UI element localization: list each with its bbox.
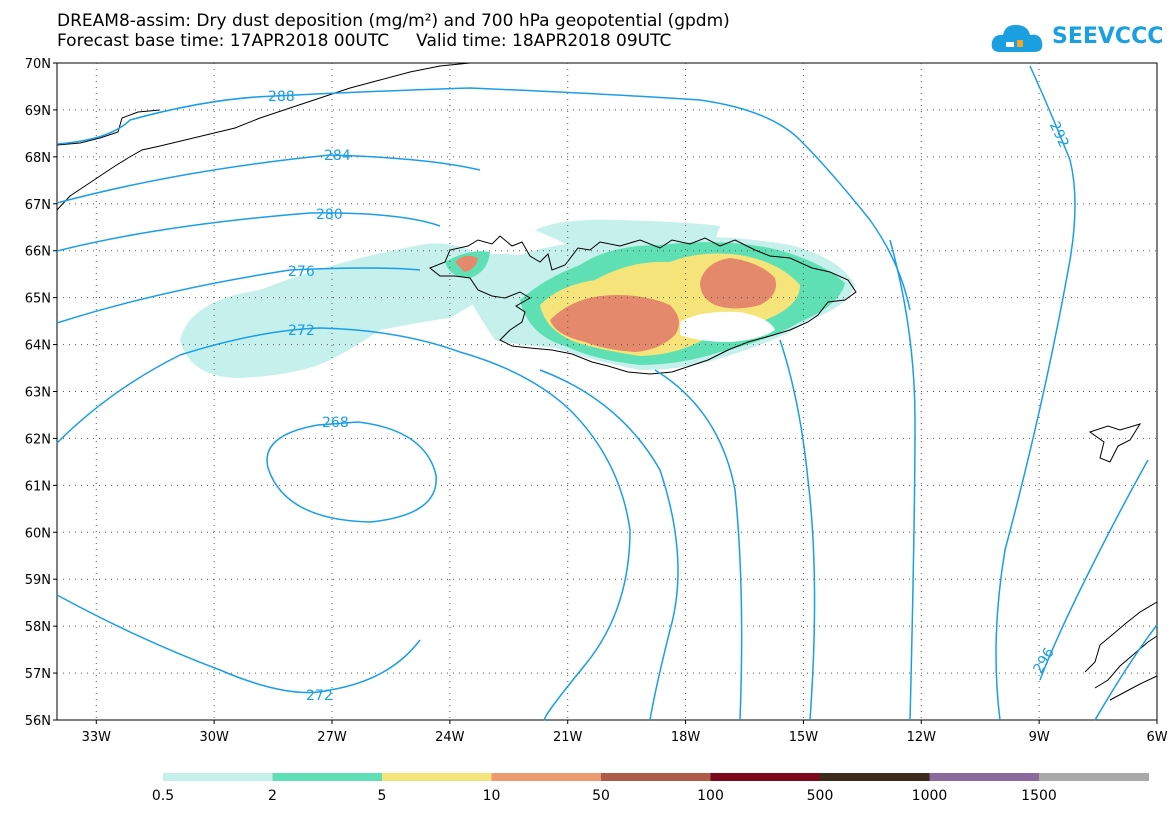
contour-284 <box>56 154 481 204</box>
contour-label-284: 284 <box>324 148 351 164</box>
colorbar-swatch <box>163 773 273 781</box>
lon-tick-label: 18W <box>671 730 701 745</box>
colorbar-swatch <box>710 773 821 781</box>
contour-300 <box>1094 624 1158 721</box>
lon-tick-label: 6W <box>1146 730 1167 745</box>
lat-tick-label: 63N <box>25 386 51 401</box>
colorbar-swatch <box>929 773 1040 781</box>
lat-tick-label: 57N <box>25 667 51 682</box>
contour-276 <box>56 267 421 324</box>
contour-layer <box>56 65 1158 721</box>
colorbar-label: 500 <box>807 788 834 804</box>
map-subtitle: Forecast base time: 17APR2018 00UTC Vali… <box>57 31 672 51</box>
dust-clear-patch <box>680 311 775 342</box>
map-title: DREAM8-assim: Dry dust deposition (mg/m²… <box>57 11 730 31</box>
map-frame <box>56 62 1158 721</box>
lat-tick-label: 60N <box>25 526 51 541</box>
contour-label-268: 268 <box>322 415 349 431</box>
logo-text: SEEVCCC <box>1052 24 1164 49</box>
iceland-coast <box>429 235 857 375</box>
contour-284-outer <box>779 339 816 721</box>
lat-tick-label: 67N <box>25 198 51 213</box>
lat-tick-label: 65N <box>25 292 51 307</box>
colorbar-swatch <box>820 773 930 781</box>
colorbar-swatch <box>491 773 602 781</box>
contour-272-south <box>56 594 421 694</box>
faroe-islands <box>1088 423 1142 463</box>
lat-tick-label: 59N <box>25 573 51 588</box>
contour-288 <box>56 87 911 311</box>
lat-tick-label: 61N <box>25 479 51 494</box>
dust-deposition-layer <box>180 219 855 378</box>
contour-268 <box>266 421 437 523</box>
contour-276-outer <box>539 369 679 721</box>
contour-label-280: 280 <box>316 207 343 223</box>
colorbar-label: 100 <box>697 788 724 804</box>
coastline-layer <box>56 62 1158 701</box>
contour-296 <box>1039 459 1149 681</box>
contour-288-outer <box>889 239 916 721</box>
contour-label-288: 288 <box>268 89 295 105</box>
lat-tick-label: 56N <box>25 714 51 729</box>
lat-tick-label: 68N <box>25 151 51 166</box>
norway-coast <box>1084 601 1158 701</box>
colorbar-swatch <box>601 773 711 781</box>
colorbar-swatch <box>382 773 492 781</box>
dust-orange-northeast <box>700 258 776 309</box>
lon-tick-label: 24W <box>435 730 465 745</box>
colorbar-label: 10 <box>483 788 501 804</box>
colorbar-label: 2 <box>268 788 277 804</box>
contour-280 <box>56 212 441 252</box>
lat-tick-label: 62N <box>25 432 51 447</box>
lat-tick-label: 70N <box>25 57 51 72</box>
colorbar: 0.5 2 5 10 50 100 500 1000 1500 <box>152 773 1149 804</box>
contour-label-272: 272 <box>288 323 315 339</box>
colorbar-label: 50 <box>592 788 610 804</box>
lon-tick-label: 21W <box>553 730 583 745</box>
colorbar-label: 0.5 <box>152 788 174 804</box>
contour-label-272-south: 272 <box>306 688 333 704</box>
contour-292 <box>995 65 1076 721</box>
colorbar-label: 1500 <box>1021 788 1057 804</box>
lon-tick-label: 12W <box>907 730 937 745</box>
lat-tick-label: 58N <box>25 620 51 635</box>
cloud-logo-icon <box>991 24 1043 52</box>
colorbar-swatch <box>1039 773 1149 781</box>
lat-tick-label: 66N <box>25 245 51 260</box>
colorbar-label: 1000 <box>912 788 948 804</box>
contour-280-outer <box>654 369 743 721</box>
lon-tick-label: 30W <box>199 730 229 745</box>
lon-tick-label: 33W <box>82 730 112 745</box>
longitude-labels: 33W 30W 27W 24W 21W 18W 15W 12W 9W 6W <box>82 720 1168 745</box>
greenland-coast <box>56 62 471 211</box>
contour-272 <box>56 327 631 721</box>
lon-tick-label: 9W <box>1029 730 1050 745</box>
lon-tick-label: 15W <box>789 730 819 745</box>
lon-tick-label: 27W <box>317 730 347 745</box>
dust-orange-southwest <box>550 295 679 352</box>
colorbar-swatch <box>272 773 383 781</box>
lat-tick-label: 64N <box>25 339 51 354</box>
lat-tick-label: 69N <box>25 104 51 119</box>
latitude-labels: 70N 69N 68N 67N 66N 65N 64N 63N 62N 61N 60N 59N 58N 5… <box>25 57 57 729</box>
colorbar-label: 5 <box>378 788 387 804</box>
dust-orange-west <box>455 255 478 272</box>
contour-label-276: 276 <box>288 264 315 280</box>
